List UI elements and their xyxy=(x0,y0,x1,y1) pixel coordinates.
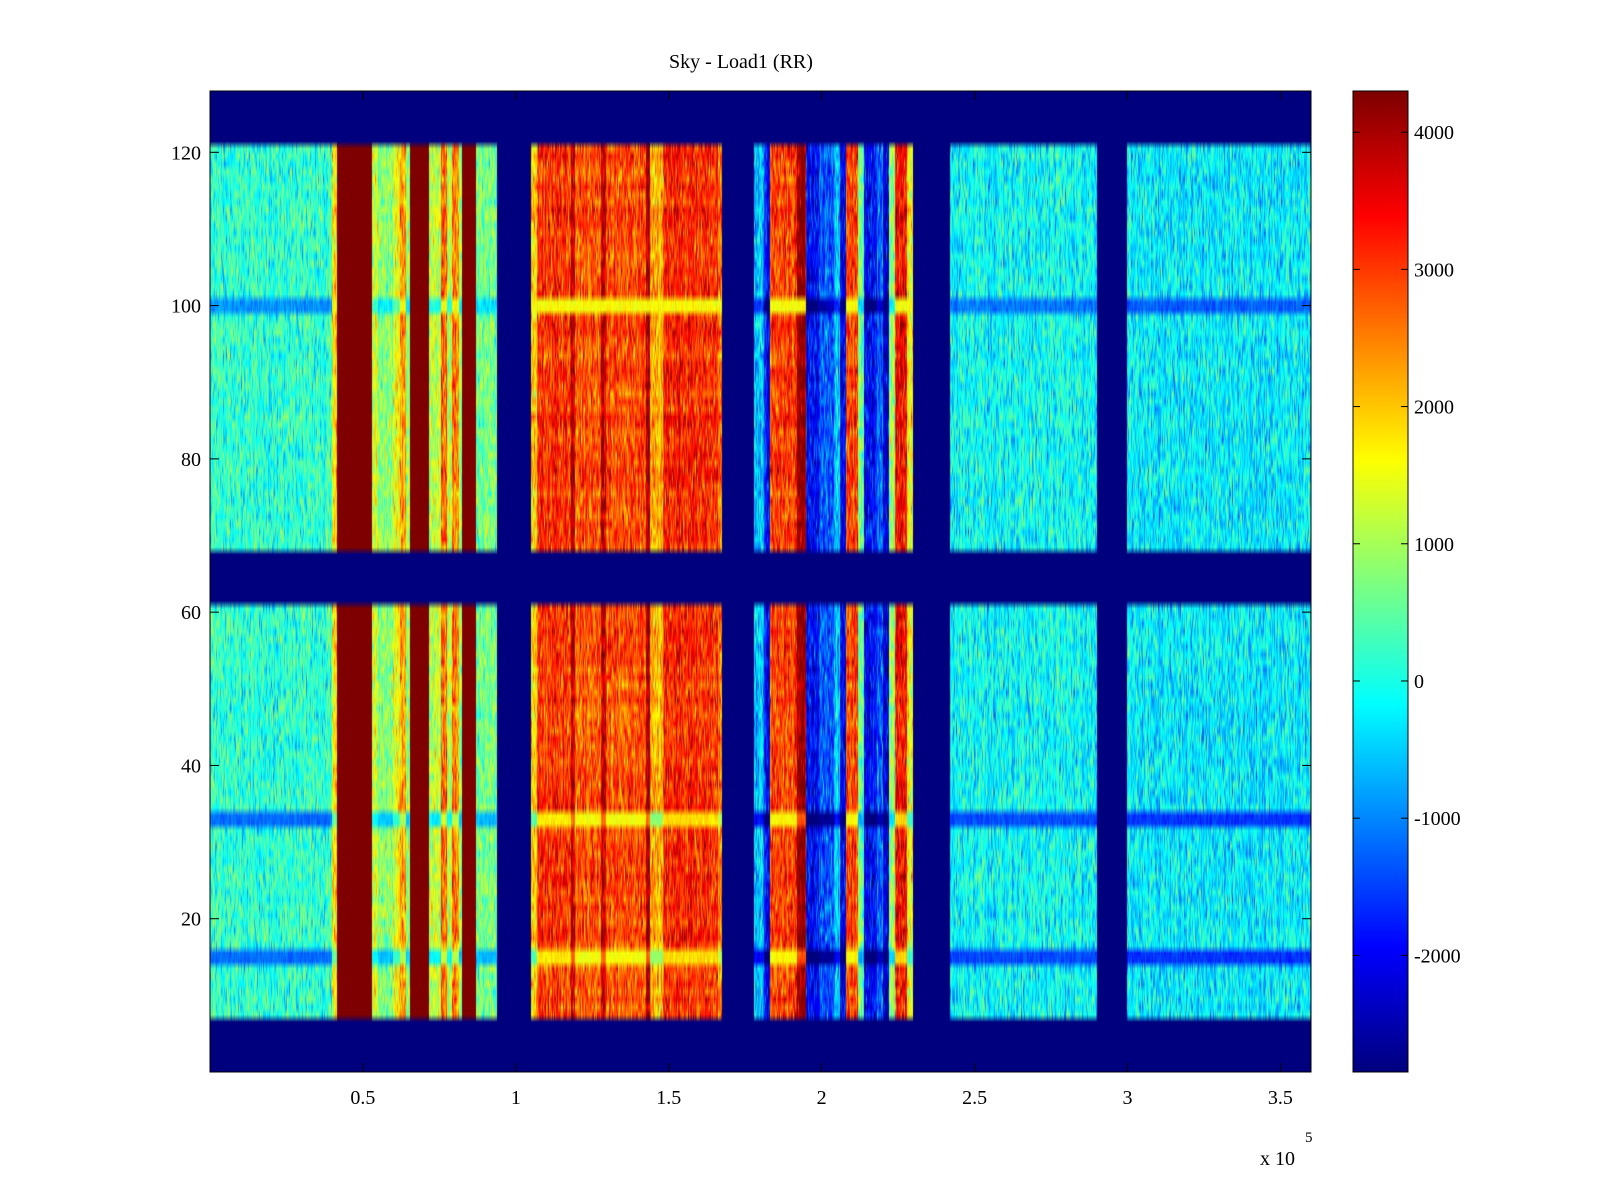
x-multiplier-base: x 10 xyxy=(1260,1148,1295,1170)
x-multiplier-exponent: 5 xyxy=(1305,1130,1313,1146)
colorbar: 4000 3000 2000 1000 0 -1000 -2000 xyxy=(1352,90,1461,1073)
plot-frame xyxy=(209,90,1312,1073)
y-axis: 20 40 60 80 100 120 xyxy=(171,142,1311,931)
colorbar-tick-label: 4000 xyxy=(1414,122,1454,144)
colorbar-ticks: 4000 3000 2000 1000 0 -1000 -2000 xyxy=(1353,122,1461,967)
x-tick-label: 3 xyxy=(1123,1087,1133,1109)
colorbar-tick-label: -2000 xyxy=(1414,945,1461,967)
colorbar-tick-label: 2000 xyxy=(1414,397,1454,419)
colorbar-tick-label: 0 xyxy=(1414,671,1424,693)
colorbar-tick-label: -1000 xyxy=(1414,808,1461,830)
y-tick-label: 120 xyxy=(171,142,201,164)
x-multiplier: x 10 5 xyxy=(1260,1130,1313,1170)
y-tick-label: 80 xyxy=(181,449,201,471)
x-tick-label: 2 xyxy=(817,1087,827,1109)
heatmap-image xyxy=(210,91,1311,1072)
colorbar-gradient xyxy=(1353,91,1408,1072)
heatmap-plot-area xyxy=(209,90,1312,1073)
y-tick-label: 100 xyxy=(171,296,201,318)
y-tick-label: 20 xyxy=(181,909,201,931)
x-axis: 0.5 1 1.5 2 2.5 3 3.5 xyxy=(350,91,1293,1109)
colorbar-tick-label: 3000 xyxy=(1414,259,1454,281)
y-tick-label: 60 xyxy=(181,602,201,624)
y-tick-label: 40 xyxy=(181,755,201,777)
x-tick-label: 1 xyxy=(511,1087,521,1109)
colorbar-frame xyxy=(1352,90,1409,1073)
x-tick-label: 2.5 xyxy=(962,1087,987,1109)
x-tick-label: 1.5 xyxy=(656,1087,681,1109)
x-tick-label: 3.5 xyxy=(1268,1087,1293,1109)
x-tick-label: 0.5 xyxy=(350,1087,375,1109)
chart-title: Sky - Load1 (RR) xyxy=(669,51,813,73)
colorbar-tick-label: 1000 xyxy=(1414,534,1454,556)
